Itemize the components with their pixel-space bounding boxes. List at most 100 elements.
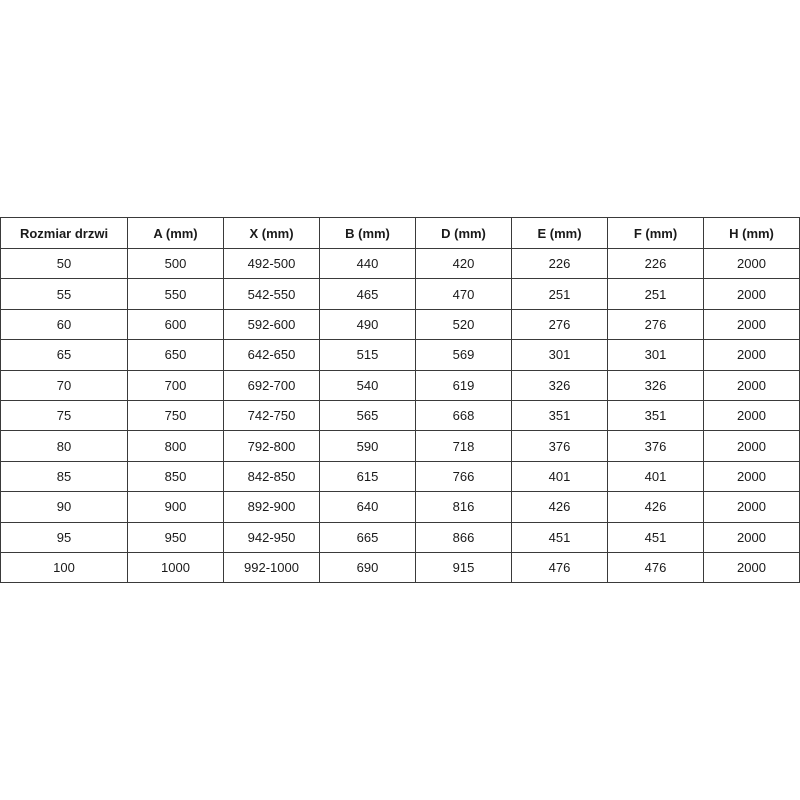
table-cell: 700 (127, 369, 224, 401)
table-row: 50 500 492-500 440 420 226 226 2000 (0, 247, 800, 280)
table-cell: 85 (0, 460, 128, 493)
table-cell: 668 (415, 399, 512, 432)
table-cell: 915 (415, 551, 512, 584)
table-cell: 550 (127, 278, 224, 310)
table-cell: 565 (319, 399, 416, 432)
table-cell: 590 (319, 430, 416, 462)
table-cell: 251 (607, 278, 704, 310)
column-header: E (mm) (511, 217, 608, 249)
table-cell: 992-1000 (223, 551, 320, 584)
table-cell: 2000 (703, 430, 800, 462)
table-cell: 892-900 (223, 491, 320, 523)
table-cell: 351 (607, 399, 704, 432)
column-header: X (mm) (223, 217, 320, 249)
table-cell: 426 (607, 491, 704, 523)
table-cell: 70 (0, 369, 128, 401)
table-cell: 692-700 (223, 369, 320, 401)
table-cell: 542-550 (223, 278, 320, 310)
table-cell: 420 (415, 247, 512, 280)
table-cell: 665 (319, 521, 416, 553)
table-row: 75 750 742-750 565 668 351 351 2000 (0, 399, 800, 432)
table-cell: 2000 (703, 339, 800, 371)
table-cell: 2000 (703, 247, 800, 280)
table-cell: 592-600 (223, 308, 320, 341)
table-row: 90 900 892-900 640 816 426 426 2000 (0, 491, 800, 523)
table-cell: 440 (319, 247, 416, 280)
table-cell: 600 (127, 308, 224, 341)
table-cell: 65 (0, 339, 128, 371)
table-cell: 75 (0, 399, 128, 432)
table-cell: 80 (0, 430, 128, 462)
table-row: 80 800 792-800 590 718 376 376 2000 (0, 430, 800, 462)
column-header: A (mm) (127, 217, 224, 249)
table-cell: 301 (511, 339, 608, 371)
table-cell: 90 (0, 491, 128, 523)
table-cell: 426 (511, 491, 608, 523)
column-header: F (mm) (607, 217, 704, 249)
table-cell: 816 (415, 491, 512, 523)
table-cell: 60 (0, 308, 128, 341)
table-cell: 615 (319, 460, 416, 493)
table-cell: 950 (127, 521, 224, 553)
table-cell: 619 (415, 369, 512, 401)
table-cell: 465 (319, 278, 416, 310)
table-cell: 500 (127, 247, 224, 280)
column-header: H (mm) (703, 217, 800, 249)
table-cell: 842-850 (223, 460, 320, 493)
table-cell: 2000 (703, 491, 800, 523)
table-cell: 1000 (127, 551, 224, 584)
column-header: B (mm) (319, 217, 416, 249)
table-cell: 569 (415, 339, 512, 371)
table-cell: 401 (607, 460, 704, 493)
table-cell: 492-500 (223, 247, 320, 280)
table-cell: 742-750 (223, 399, 320, 432)
table-cell: 2000 (703, 551, 800, 584)
column-header: D (mm) (415, 217, 512, 249)
table-cell: 100 (0, 551, 128, 584)
table-cell: 55 (0, 278, 128, 310)
table-cell: 800 (127, 430, 224, 462)
table-cell: 470 (415, 278, 512, 310)
table-cell: 718 (415, 430, 512, 462)
table-cell: 2000 (703, 278, 800, 310)
table-cell: 476 (511, 551, 608, 584)
table-cell: 376 (607, 430, 704, 462)
dimensions-table: Rozmiar drzwi A (mm) X (mm) B (mm) D (mm) E (… (0, 217, 800, 584)
table-cell: 2000 (703, 369, 800, 401)
table-cell: 301 (607, 339, 704, 371)
table-row: 95 950 942-950 665 866 451 451 2000 (0, 521, 800, 553)
table-cell: 690 (319, 551, 416, 584)
table-cell: 850 (127, 460, 224, 493)
table-cell: 226 (607, 247, 704, 280)
table-cell: 520 (415, 308, 512, 341)
table-row: 65 650 642-650 515 569 301 301 2000 (0, 339, 800, 371)
table-row: 55 550 542-550 465 470 251 251 2000 (0, 278, 800, 310)
table-cell: 2000 (703, 460, 800, 493)
table-cell: 2000 (703, 521, 800, 553)
table-row: 60 600 592-600 490 520 276 276 2000 (0, 308, 800, 341)
table-cell: 276 (607, 308, 704, 341)
table-cell: 451 (511, 521, 608, 553)
table-cell: 2000 (703, 308, 800, 341)
table-cell: 515 (319, 339, 416, 371)
table-row: 85 850 842-850 615 766 401 401 2000 (0, 460, 800, 493)
table-row: 70 700 692-700 540 619 326 326 2000 (0, 369, 800, 401)
table-cell: 276 (511, 308, 608, 341)
table-cell: 640 (319, 491, 416, 523)
table-cell: 401 (511, 460, 608, 493)
table-cell: 251 (511, 278, 608, 310)
table-cell: 540 (319, 369, 416, 401)
table-cell: 650 (127, 339, 224, 371)
table-cell: 50 (0, 247, 128, 280)
column-header: Rozmiar drzwi (0, 217, 128, 249)
table-cell: 95 (0, 521, 128, 553)
table-cell: 866 (415, 521, 512, 553)
table-cell: 326 (607, 369, 704, 401)
table-cell: 792-800 (223, 430, 320, 462)
header-row: Rozmiar drzwi A (mm) X (mm) B (mm) D (mm) E (… (0, 217, 800, 249)
table-cell: 750 (127, 399, 224, 432)
table-cell: 2000 (703, 399, 800, 432)
table-cell: 226 (511, 247, 608, 280)
table-row: 100 1000 992-1000 690 915 476 476 2000 (0, 551, 800, 584)
table-cell: 326 (511, 369, 608, 401)
